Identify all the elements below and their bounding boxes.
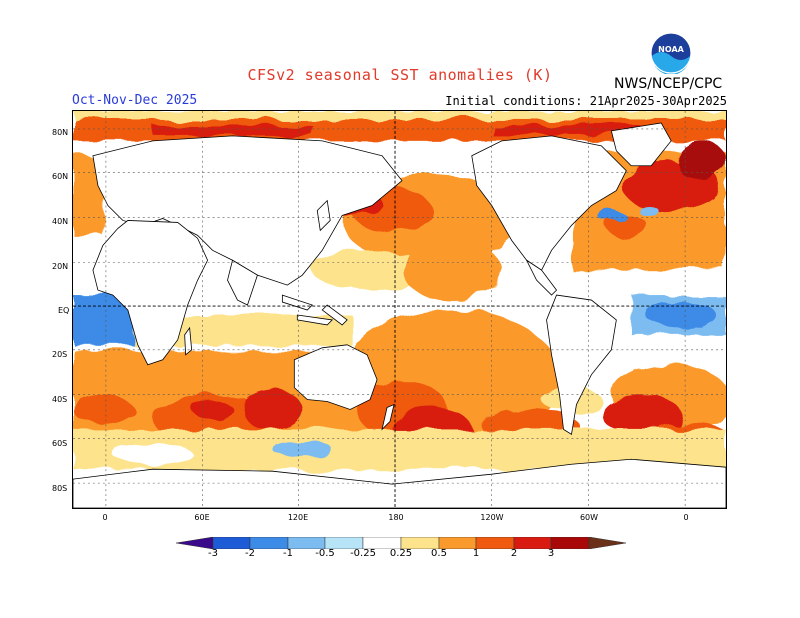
lat-label: EQ bbox=[58, 306, 70, 315]
noaa-logo-text: NOAA bbox=[658, 45, 684, 54]
sst-anomaly-map bbox=[72, 110, 727, 509]
lon-label: 180 bbox=[388, 513, 404, 522]
lat-label: 40N bbox=[52, 217, 69, 226]
colorbar-label: 3 bbox=[547, 548, 555, 559]
colorbar-label: 2 bbox=[510, 548, 518, 559]
colorbar-label: 0.5 bbox=[431, 548, 447, 559]
land-masses bbox=[73, 122, 726, 508]
initial-conditions-label: Initial conditions: 21Apr2025-30Apr2025 bbox=[445, 94, 727, 108]
colorbar-high-arrow bbox=[588, 537, 626, 549]
lat-label: 80S bbox=[52, 484, 68, 493]
lat-label: 20N bbox=[52, 262, 69, 271]
colorbar-label: -3 bbox=[208, 548, 218, 559]
lon-label: 0 bbox=[102, 513, 108, 522]
colorbar-label: -0.25 bbox=[350, 548, 376, 559]
lon-label: 60E bbox=[194, 513, 210, 522]
agency-label: NWS/NCEP/CPC bbox=[614, 76, 723, 92]
colorbar bbox=[176, 537, 626, 549]
lat-label: 60N bbox=[52, 172, 69, 181]
colorbar-segment bbox=[550, 537, 590, 549]
noaa-logo-icon: NOAA bbox=[650, 32, 692, 74]
colorbar-segment bbox=[475, 537, 515, 549]
colorbar-label: -2 bbox=[245, 548, 255, 559]
lat-label: 20S bbox=[52, 350, 68, 359]
map-reference-lines bbox=[73, 111, 726, 508]
colorbar-label: 0.25 bbox=[389, 548, 413, 559]
lon-label: 120E bbox=[287, 513, 309, 522]
lat-label: 80N bbox=[52, 128, 69, 137]
map-title: CFSv2 seasonal SST anomalies (K) bbox=[247, 66, 553, 84]
lon-label: 0 bbox=[683, 513, 689, 522]
map-grid bbox=[73, 111, 726, 508]
lat-label: 60S bbox=[52, 439, 68, 448]
colorbar-label: -0.5 bbox=[315, 548, 335, 559]
lat-label: 40S bbox=[52, 395, 68, 404]
anomaly-shading bbox=[73, 111, 726, 470]
lon-label: 60W bbox=[579, 513, 599, 522]
colorbar-label: -1 bbox=[283, 548, 293, 559]
season-label: Oct-Nov-Dec 2025 bbox=[72, 93, 198, 108]
colorbar-label: 1 bbox=[472, 548, 480, 559]
lon-label: 120W bbox=[480, 513, 504, 522]
colorbar-segment bbox=[513, 537, 552, 549]
